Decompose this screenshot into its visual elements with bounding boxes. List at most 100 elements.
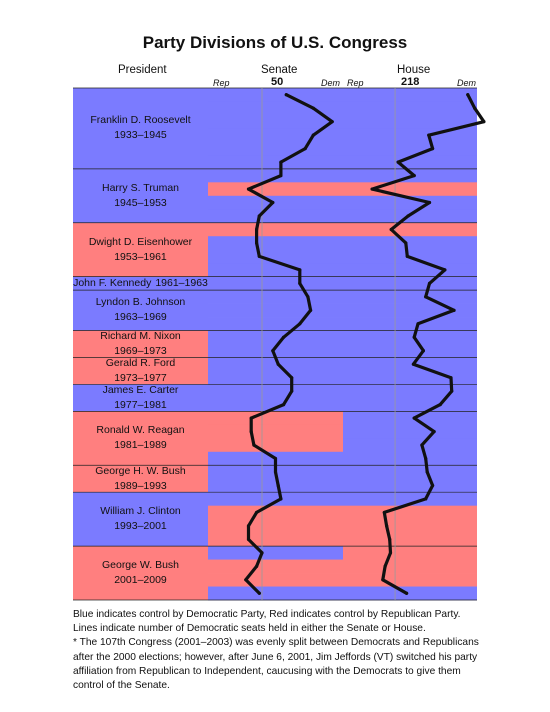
senate-data-point <box>279 497 283 501</box>
senate-control-band <box>208 290 343 304</box>
president-label: Harry S. Truman 1945–1953 <box>73 169 208 223</box>
senate-column-header: Senate <box>261 64 298 76</box>
senate-control-band <box>208 88 343 102</box>
senate-control-band <box>208 276 343 291</box>
house-control-band <box>343 101 477 116</box>
senate-data-point <box>279 173 283 178</box>
president-name: William J. Clinton <box>100 505 181 518</box>
president-years: 1963–1969 <box>114 311 167 324</box>
house-control-band <box>343 451 477 466</box>
house-data-point <box>416 322 420 326</box>
house-control-band <box>343 303 477 318</box>
senate-data-point <box>276 362 280 366</box>
senate-rep-label: Rep <box>213 78 230 88</box>
president-years: 1973–1977 <box>114 371 167 384</box>
house-control-band <box>343 182 477 197</box>
senate-control-band <box>208 141 343 156</box>
chart-title: Party Divisions of U.S. Congress <box>142 33 408 52</box>
house-control-band <box>343 397 477 412</box>
house-control-band <box>343 532 477 547</box>
president-name: Dwight D. Eisenhower <box>88 235 193 248</box>
house-data-point <box>430 147 435 151</box>
president-label: George W. Bush 2001–2009 <box>73 546 208 600</box>
president-band <box>73 88 208 169</box>
senate-data-point <box>309 308 313 312</box>
senate-data-point <box>298 281 302 285</box>
president-band <box>73 465 208 493</box>
senate-data-point <box>271 200 275 205</box>
senate-control-band <box>208 344 343 358</box>
senate-control-band <box>208 249 343 264</box>
house-control-band <box>343 519 477 534</box>
house-data-point <box>412 335 416 339</box>
senate-data-point <box>330 120 334 124</box>
house-control-band <box>343 438 477 453</box>
note-colors: Blue indicates control by Democratic Par… <box>73 609 461 620</box>
president-name: John F. Kennedy <box>73 276 152 289</box>
president-years: 1977–1981 <box>114 398 167 411</box>
house-data-point <box>412 416 416 420</box>
house-control-band <box>343 195 477 210</box>
house-data-point <box>427 200 432 205</box>
senate-control-band <box>208 155 343 170</box>
house-control-band <box>343 505 477 520</box>
president-years: 1993–2001 <box>114 520 167 533</box>
senate-reference-value: 50 <box>271 76 284 88</box>
president-label: Richard M. Nixon 1969–1973 <box>73 330 208 358</box>
president-band <box>73 330 208 358</box>
house-control-band <box>343 88 477 102</box>
president-band <box>73 411 208 466</box>
president-years: 1981–1989 <box>114 439 167 452</box>
senate-data-point <box>303 147 307 151</box>
senate-control-band <box>208 478 343 493</box>
house-data-point <box>411 362 416 366</box>
house-data-point <box>420 443 424 447</box>
senate-control-band <box>208 411 343 426</box>
house-data-point <box>381 578 385 582</box>
house-rep-label: Rep <box>347 78 364 88</box>
house-control-band <box>343 317 477 331</box>
senate-control-band <box>208 168 343 183</box>
president-years: 1989–1993 <box>114 479 167 492</box>
senate-control-band <box>208 182 343 197</box>
senate-data-point <box>255 510 259 515</box>
president-name: Gerald R. Ford <box>105 356 176 369</box>
house-data-point <box>482 120 486 124</box>
house-data-point <box>406 214 410 218</box>
house-data-point <box>405 254 409 259</box>
senate-control-band <box>208 424 343 439</box>
note-lines: Lines indicate number of Democratic seat… <box>73 623 426 635</box>
senate-data-point <box>282 403 286 407</box>
senate-control-band <box>208 384 343 399</box>
senate-control-band <box>208 370 343 385</box>
senate-control-band <box>208 586 343 601</box>
senate-control-band <box>208 222 343 237</box>
house-control-band <box>343 357 477 372</box>
senate-data-point <box>279 160 283 164</box>
senate-control-band <box>208 236 343 251</box>
senate-control-band <box>208 330 343 345</box>
chart-notes: Blue indicates control by Democratic Par… <box>73 608 493 693</box>
senate-data-point <box>255 227 259 232</box>
senate-dem-label: Dem <box>321 78 341 88</box>
house-data-point <box>443 268 447 272</box>
house-data-point <box>370 187 374 191</box>
house-data-point <box>388 551 393 555</box>
senate-data-point <box>255 241 259 245</box>
house-data-point <box>449 376 453 380</box>
president-band <box>73 357 208 385</box>
senate-control-band <box>208 357 343 372</box>
senate-control-band <box>208 573 343 587</box>
president-years: 1953–1961 <box>114 250 167 263</box>
house-control-band <box>343 155 477 170</box>
president-label: Dwight D. Eisenhower 1953–1961 <box>73 223 208 277</box>
house-data-point <box>466 93 470 97</box>
senate-data-point <box>257 591 261 595</box>
senate-data-point <box>311 106 315 110</box>
senate-control-band <box>208 195 343 210</box>
house-data-point <box>424 497 428 501</box>
house-data-point <box>412 173 416 178</box>
senate-data-point <box>273 470 278 474</box>
house-control-band <box>343 222 477 237</box>
